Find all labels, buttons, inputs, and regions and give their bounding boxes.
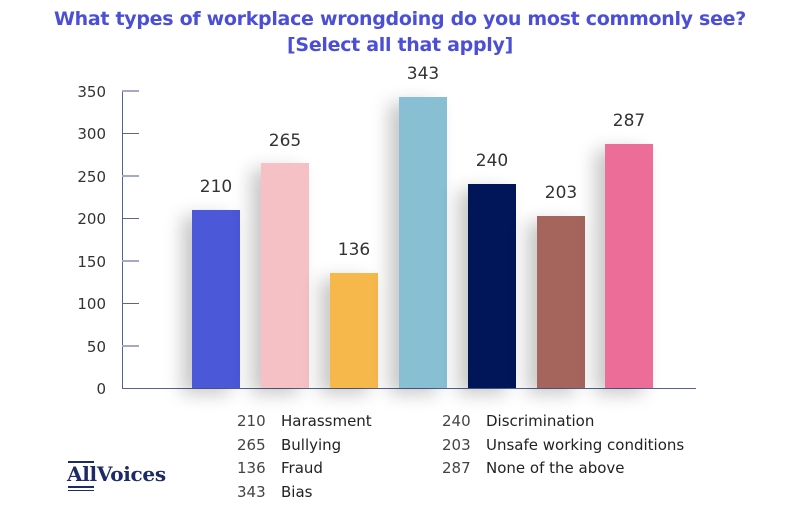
legend-label: Fraud — [281, 459, 323, 477]
legend-value: 287 — [442, 459, 471, 477]
y-tick-label: 300 — [77, 125, 106, 143]
logo-underline — [68, 486, 94, 488]
logo-underline — [68, 490, 94, 491]
bar-harassment — [192, 210, 240, 388]
bar-value-label: 203 — [544, 183, 578, 203]
y-tick — [122, 303, 139, 304]
legend-label: Discrimination — [486, 412, 595, 430]
legend-column-2: 240 Discrimination 203 Unsafe working cond… — [442, 410, 684, 481]
y-tick-label: 200 — [77, 210, 106, 228]
bar-fraud — [330, 273, 378, 388]
y-tick — [122, 90, 139, 92]
y-tick-label: 150 — [77, 253, 106, 271]
legend-value: 240 — [442, 412, 471, 430]
legend-item: 240 Discrimination — [442, 410, 684, 434]
legend-value: 136 — [237, 459, 266, 477]
y-axis-line — [122, 91, 123, 389]
allvoices-logo: AllVoices — [67, 460, 177, 492]
legend-label: Bias — [281, 482, 313, 501]
legend-item: 136 Fraud — [237, 457, 372, 481]
legend-item: 210 Harassment — [237, 410, 372, 434]
y-tick — [122, 175, 139, 177]
legend-label: Unsafe working conditions — [486, 435, 685, 454]
y-tick — [122, 260, 139, 262]
legend-item: 265 Bullying — [237, 434, 372, 458]
legend-label: Bullying — [281, 435, 342, 454]
bar-none-of-the-above — [605, 144, 653, 388]
legend-value: 210 — [237, 412, 266, 430]
bar-discrimination — [468, 184, 516, 388]
y-tick-label: 350 — [77, 83, 106, 101]
bar-value-label: 210 — [199, 177, 233, 197]
logo-text: AllVoices — [67, 462, 166, 486]
y-tick — [122, 218, 139, 219]
y-tick — [122, 345, 139, 347]
bar-value-label: 136 — [337, 240, 371, 260]
legend-item: 203 Unsafe working conditions — [442, 434, 684, 458]
bar-bias — [399, 97, 447, 388]
bar-bullying — [261, 163, 309, 388]
legend-value: 203 — [442, 435, 471, 454]
chart-title: What types of workplace wrongdoing do yo… — [0, 6, 800, 58]
logo-overline — [68, 461, 94, 463]
bar-value-label: 240 — [475, 151, 509, 171]
chart-title-line1: What types of workplace wrongdoing do yo… — [54, 8, 746, 30]
y-tick — [122, 133, 139, 134]
legend-label: None of the above — [486, 459, 625, 477]
legend-item: 287 None of the above — [442, 457, 684, 481]
legend-value: 343 — [237, 482, 266, 501]
chart-title-line2: [Select all that apply] — [287, 34, 513, 56]
bar-value-label: 265 — [268, 131, 302, 151]
plot-area: 350 300 250 200 150 100 50 0 210 265 136… — [77, 64, 696, 398]
bar-value-label: 343 — [406, 64, 440, 84]
y-tick-label: 50 — [86, 338, 106, 356]
legend-column-1: 210 Harassment 265 Bullying 136 Fraud 343 Bi… — [237, 410, 372, 504]
bar-unsafe-working-conditions — [537, 216, 585, 388]
bar-value-label: 287 — [612, 111, 646, 131]
y-tick-label: 0 — [96, 380, 106, 398]
y-tick-label: 250 — [77, 168, 106, 186]
legend-label: Harassment — [281, 412, 372, 430]
x-axis-line — [122, 388, 696, 389]
legend-value: 265 — [237, 435, 266, 454]
legend-item: 343 Bias — [237, 481, 372, 505]
y-tick-label: 100 — [77, 295, 106, 313]
